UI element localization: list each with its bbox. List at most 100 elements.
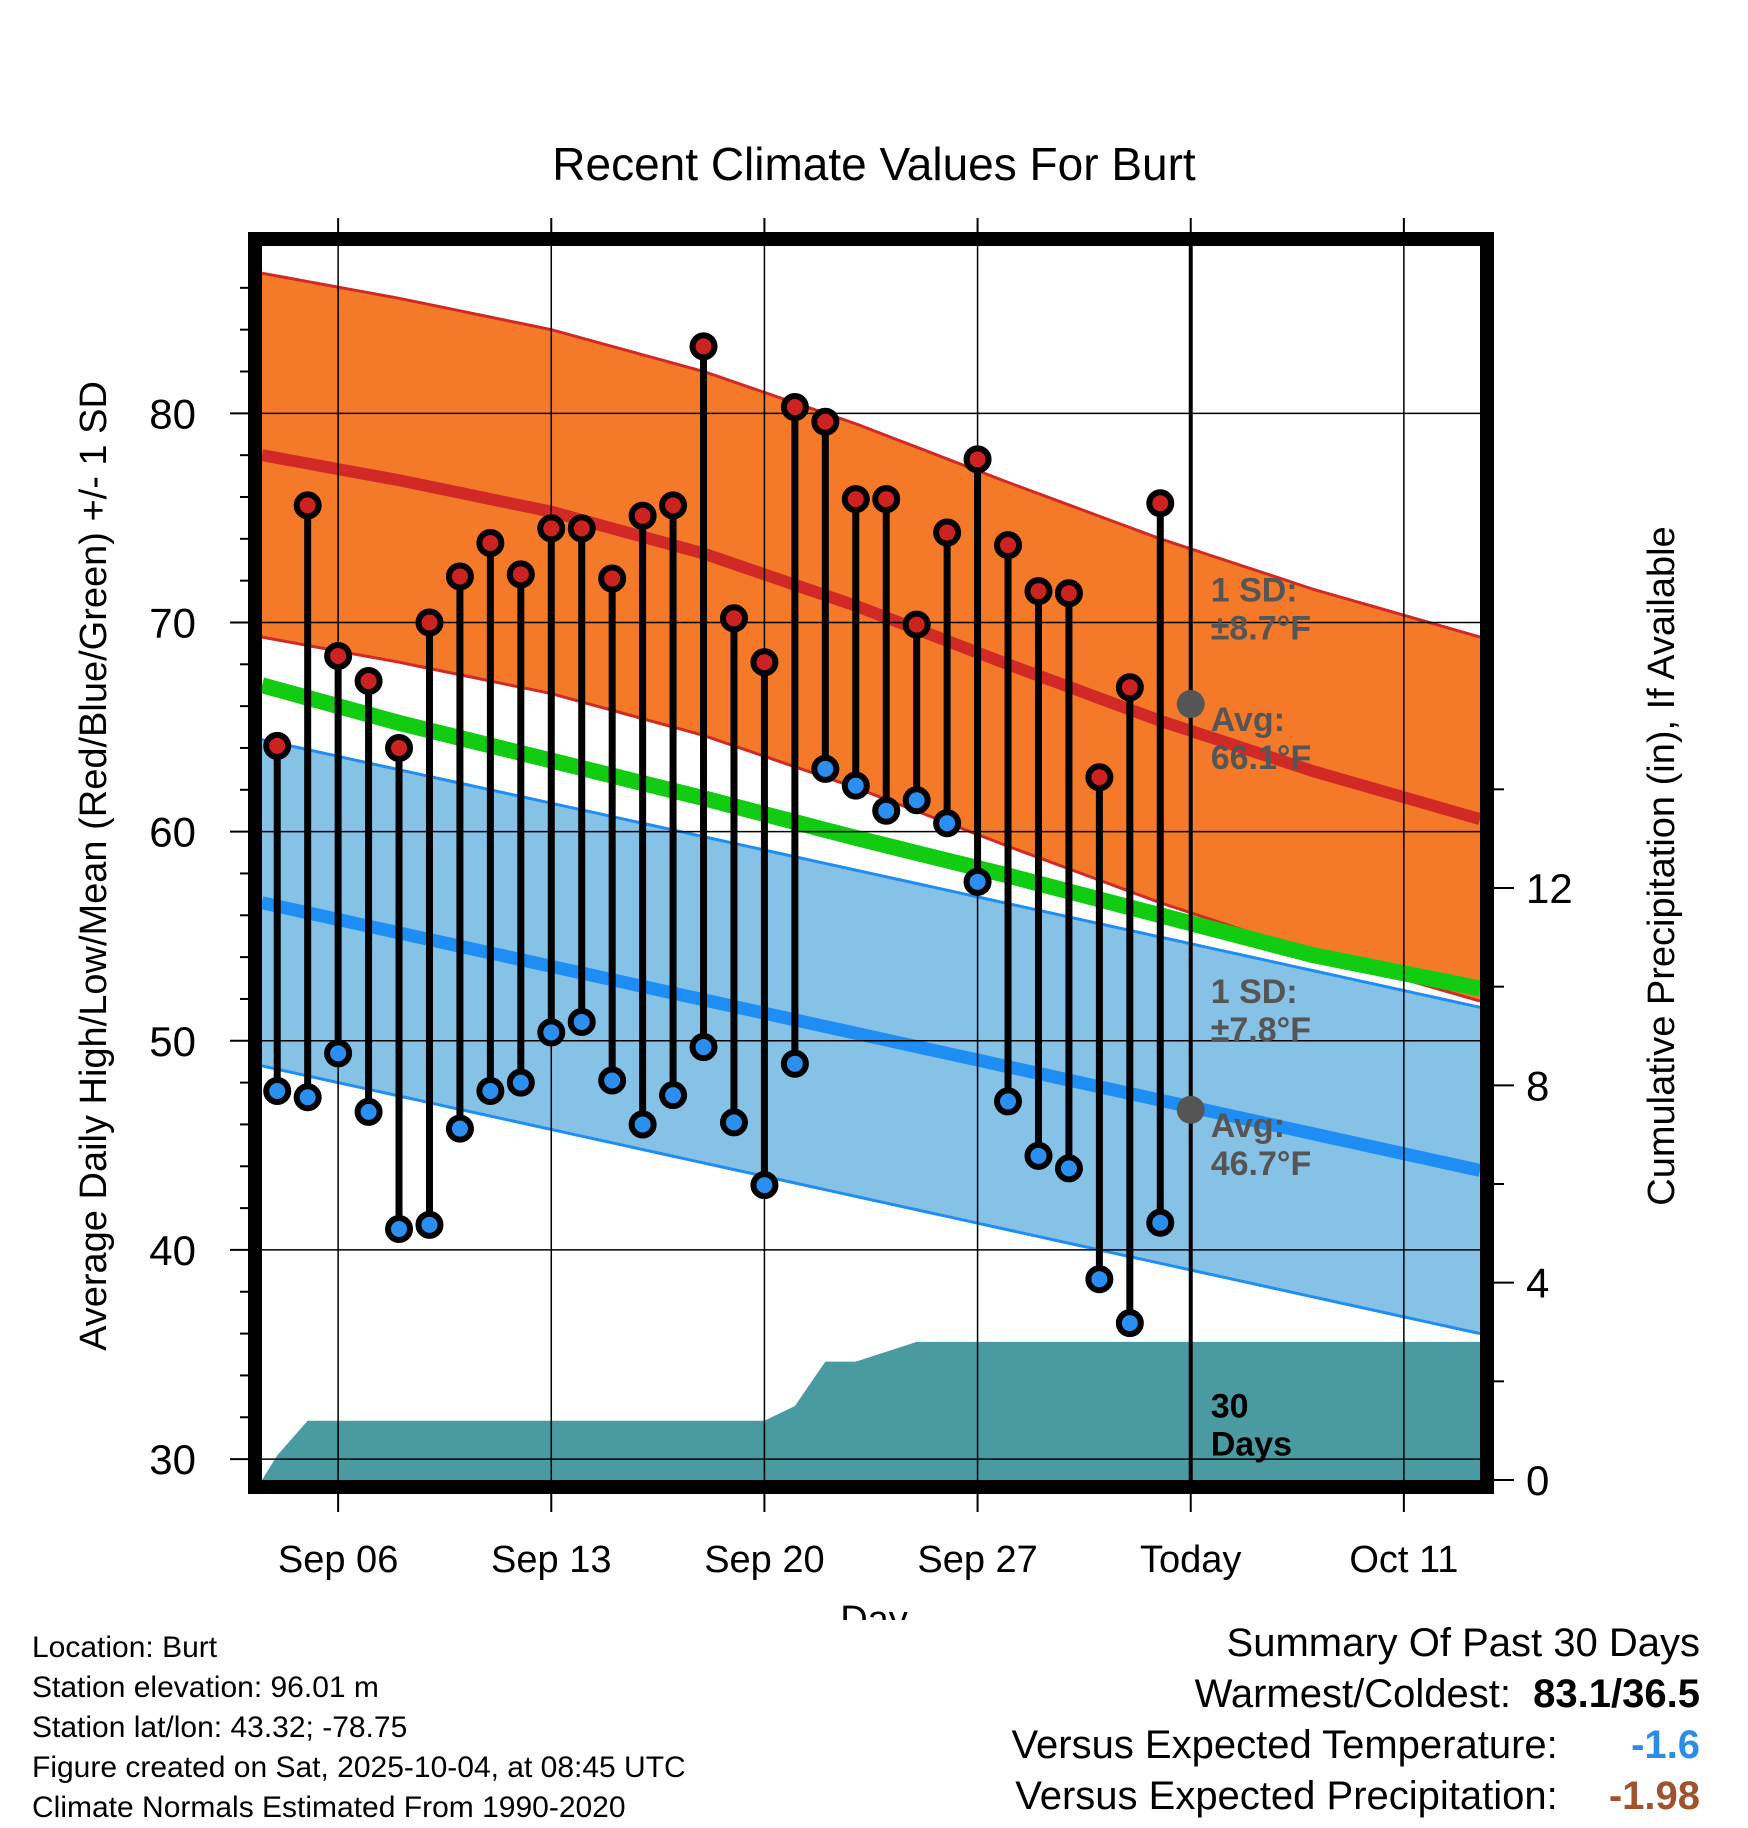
- high-avg-annotation: Avg: 66.1°F: [1211, 701, 1312, 777]
- daily-low-point: [933, 809, 962, 838]
- daily-high-point: [415, 608, 444, 637]
- daily-high-point: [506, 560, 535, 589]
- low-avg-annotation: Avg: 46.7°F: [1211, 1107, 1312, 1183]
- daily-high-point: [811, 407, 840, 436]
- today-low-avg-marker: [1176, 1095, 1205, 1124]
- latlon-text: Station lat/lon: 43.32; -78.75: [32, 1711, 408, 1744]
- daily-low-point: [811, 754, 840, 783]
- daily-low-point: [567, 1007, 596, 1036]
- daily-low-point: [1054, 1154, 1083, 1183]
- daily-low-point: [385, 1215, 414, 1244]
- normal-high-band: [262, 273, 1480, 1002]
- y-axis-label: Average Daily High/Low/Mean (Red/Blue/Gr…: [73, 381, 115, 1351]
- daily-low-point: [1024, 1141, 1053, 1170]
- y-tick-label: 70: [149, 599, 196, 646]
- warm-cold-row: Warmest/Coldest: 83.1/36.5: [1012, 1669, 1700, 1720]
- daily-high-point: [354, 667, 383, 696]
- daily-low-point: [780, 1049, 809, 1078]
- x-tick-label: Sep 13: [491, 1539, 611, 1581]
- station-info: Location: Burt Station elevation: 96.01 …: [32, 1628, 686, 1828]
- daily-high-point: [872, 485, 901, 514]
- daily-low-point: [1085, 1265, 1114, 1294]
- daily-high-point: [963, 445, 992, 474]
- normal-high-band-upper-edge: [262, 271, 1480, 639]
- daily-high-point: [1085, 763, 1114, 792]
- precip-value: -1.98: [1608, 1774, 1700, 1818]
- daily-high-point: [476, 528, 505, 557]
- normal-mean-line: [262, 677, 1480, 997]
- precip-label: Versus Expected Precipitation:: [1015, 1774, 1558, 1818]
- x-tick-label: Today: [1140, 1539, 1241, 1581]
- daily-low-point: [354, 1097, 383, 1126]
- daily-high-point: [719, 604, 748, 633]
- y2-tick-label: 0: [1526, 1457, 1549, 1504]
- daily-low-point: [659, 1081, 688, 1110]
- y-tick-label: 60: [149, 809, 196, 856]
- daily-low-point: [1146, 1208, 1175, 1237]
- x-tick-label: Sep 20: [704, 1539, 824, 1581]
- x-tick-label: Sep 06: [278, 1539, 398, 1581]
- x-tick-label: Oct 11: [1349, 1539, 1458, 1581]
- temp-label: Versus Expected Temperature:: [1011, 1723, 1558, 1767]
- daily-high-point: [659, 491, 688, 520]
- y2-tick-label: 4: [1526, 1260, 1549, 1307]
- daily-low-point: [750, 1171, 779, 1200]
- daily-high-point: [994, 531, 1023, 560]
- daily-low-point: [963, 867, 992, 896]
- created-text: Figure created on Sat, 2025-10-04, at 08…: [32, 1751, 686, 1784]
- y-tick-label: 40: [149, 1227, 196, 1274]
- low-sd-annotation: 1 SD: ±7.8°F: [1211, 973, 1311, 1049]
- daily-high-point: [1115, 673, 1144, 702]
- precip-area: [262, 1341, 1480, 1480]
- daily-high-point: [537, 514, 566, 543]
- today-high-avg-marker: [1176, 690, 1205, 719]
- y2-tick-label: 8: [1526, 1062, 1549, 1109]
- daily-low-point: [293, 1083, 322, 1112]
- daily-low-point: [841, 771, 870, 800]
- temp-row: Versus Expected Temperature: -1.6: [1012, 1720, 1700, 1771]
- warm-cold-value: 83.1/36.5: [1533, 1672, 1700, 1716]
- daily-low-point: [476, 1076, 505, 1105]
- daily-low-point: [872, 796, 901, 825]
- daily-low-point: [415, 1210, 444, 1239]
- daily-high-point: [1146, 489, 1175, 518]
- daily-high-point: [598, 564, 627, 593]
- high-sd-annotation: 1 SD: ±8.7°F: [1211, 572, 1311, 648]
- x-tick-label: Sep 27: [917, 1539, 1037, 1581]
- normal-low-band-upper-edge: [262, 738, 1480, 1009]
- precip-row: Versus Expected Precipitation: -1.98: [1012, 1771, 1700, 1822]
- daily-high-point: [780, 393, 809, 422]
- normal-high-line: [262, 449, 1480, 825]
- daily-low-point: [689, 1033, 718, 1062]
- daily-low-point: [1115, 1309, 1144, 1338]
- location-text: Location: Burt: [32, 1631, 218, 1664]
- daily-low-point: [598, 1066, 627, 1095]
- daily-low-point: [628, 1110, 657, 1139]
- temp-value: -1.6: [1631, 1723, 1700, 1767]
- chart-title: Recent Climate Values For Burt: [552, 138, 1196, 190]
- y2-axis-label: Cumulative Precipitation (in), If Availa…: [1641, 526, 1683, 1205]
- summary-title: Summary Of Past 30 Days: [1226, 1621, 1700, 1665]
- normal-low-band-lower-edge: [262, 1064, 1480, 1336]
- daily-high-point: [750, 648, 779, 677]
- daily-high-point: [567, 514, 596, 543]
- daily-low-point: [506, 1068, 535, 1097]
- normal-low-line: [262, 896, 1480, 1177]
- daily-high-point: [263, 731, 292, 760]
- daily-high-point: [689, 332, 718, 361]
- daily-high-point: [385, 733, 414, 762]
- daily-low-point: [263, 1076, 292, 1105]
- elevation-text: Station elevation: 96.01 m: [32, 1671, 379, 1704]
- climate-chart: Recent Climate Values For Burt Day Avera…: [73, 138, 1683, 1620]
- daily-high-point: [445, 562, 474, 591]
- daily-high-point: [1024, 577, 1053, 606]
- daily-high-point: [628, 501, 657, 530]
- daily-low-point: [994, 1087, 1023, 1116]
- daily-high-point: [902, 610, 931, 639]
- daily-high-point: [841, 485, 870, 514]
- normals-text: Climate Normals Estimated From 1990-2020: [32, 1791, 626, 1824]
- daily-high-point: [933, 518, 962, 547]
- y-tick-label: 50: [149, 1018, 196, 1065]
- daily-low-point: [537, 1018, 566, 1047]
- plot-area: 1 SD: ±8.7°F Avg: 66.1°F 1 SD: ±7.8°F Avg: 46.7…: [149, 218, 1573, 1581]
